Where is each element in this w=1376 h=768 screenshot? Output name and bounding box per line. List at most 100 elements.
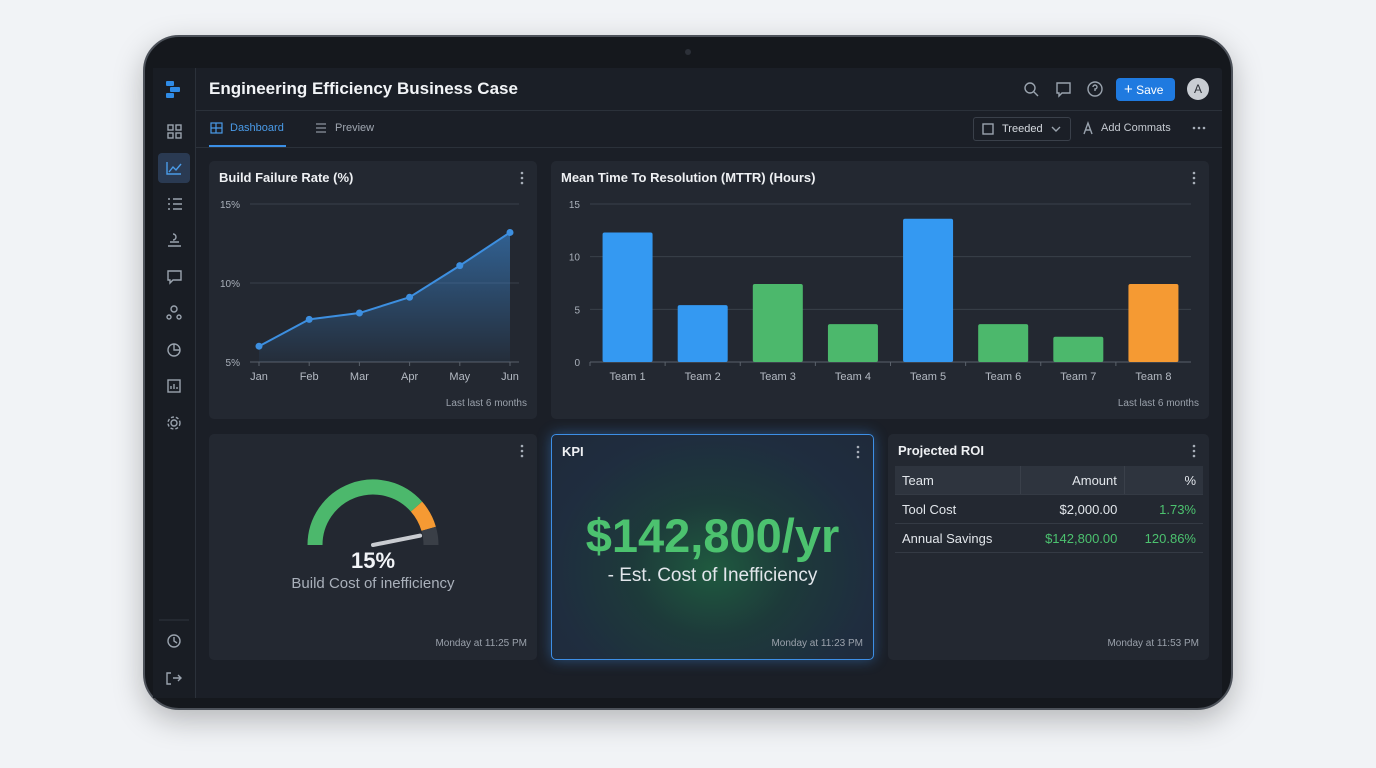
comment-icon[interactable]	[1056, 82, 1071, 98]
y-tick-label: 15	[569, 200, 581, 211]
dashboard-icon	[210, 122, 223, 134]
menu-dot	[520, 176, 524, 180]
menu-dot	[1192, 444, 1196, 448]
gauge	[307, 479, 439, 547]
table-cell: $2,000.00	[1020, 494, 1125, 524]
filter-dropdown[interactable]: Treeded	[973, 117, 1071, 141]
bar	[903, 218, 954, 362]
table-cell: 1.73%	[1124, 494, 1203, 524]
card-menu[interactable]	[519, 444, 525, 458]
nav-icon[interactable]	[168, 233, 181, 247]
gauge-value: 15%	[350, 548, 396, 573]
y-tick-label: 5%	[226, 358, 241, 369]
menu-dot	[520, 449, 524, 453]
menu-dot	[1192, 171, 1196, 175]
nav-icon[interactable]	[166, 305, 182, 320]
x-tick-label: Team 4	[835, 371, 871, 383]
x-tick-label: Team 1	[610, 371, 646, 383]
table-cell: Tool Cost	[895, 494, 1021, 524]
nav-icon[interactable]	[167, 379, 181, 393]
plus-icon: +	[1124, 81, 1133, 98]
timestamp: Monday at 11:23 PM	[771, 638, 863, 649]
header-cell: %	[1124, 466, 1203, 495]
kpi-value: $142,800/yr	[585, 509, 840, 562]
avatar[interactable]: A	[1187, 78, 1209, 100]
area	[259, 232, 510, 362]
bar	[827, 324, 878, 362]
menu-dot	[520, 444, 524, 448]
nav-icon[interactable]	[167, 124, 182, 139]
menu-dot	[856, 455, 860, 459]
x-tick-label: Feb	[300, 371, 319, 383]
tab[interactable]: Preview	[335, 122, 375, 134]
tab[interactable]: Dashboard	[230, 122, 284, 134]
more-menu[interactable]	[1190, 123, 1208, 133]
card-note: Last last 6 months	[1117, 398, 1199, 409]
card-title: Mean Time To Resolution (MTTR) (Hours)	[561, 170, 816, 185]
x-tick-label: May	[449, 371, 470, 383]
gauge-needle	[371, 533, 423, 547]
save-label: Save	[1136, 83, 1164, 97]
x-tick-label: Team 3	[760, 371, 796, 383]
header-cell: Team	[895, 466, 1022, 495]
add-icon	[1083, 120, 1093, 135]
x-tick-label: Jan	[250, 371, 268, 383]
nav-icon[interactable]	[167, 416, 181, 430]
y-tick-label: 15%	[220, 200, 240, 211]
table-cell: $142,800.00	[1020, 523, 1125, 553]
timestamp: Monday at 11:53 PM	[1107, 638, 1199, 649]
nav-icon[interactable]	[168, 198, 182, 210]
card-title: Build Failure Rate (%)	[219, 170, 354, 185]
gauge-band	[421, 526, 439, 546]
card-menu[interactable]	[855, 445, 861, 459]
nav-icon[interactable]	[166, 162, 182, 175]
bar	[1053, 336, 1104, 362]
page-title: Engineering Efficiency Business Case	[209, 79, 518, 98]
logo	[166, 81, 180, 98]
menu-dot	[520, 454, 524, 458]
help-icon[interactable]	[1087, 81, 1103, 97]
card-menu[interactable]	[519, 171, 525, 185]
x-tick-label: Team 2	[685, 371, 721, 383]
bar	[1128, 284, 1179, 362]
point	[456, 262, 464, 270]
timestamp: Monday at 11:25 PM	[435, 638, 527, 649]
menu-dot	[520, 181, 524, 185]
line-chart: 5% 10% 15% Jan Feb Mar Apr May Jun	[220, 200, 519, 383]
x-tick-label: Team 8	[1135, 371, 1171, 383]
menu-dot	[1192, 449, 1196, 453]
y-tick-label: 10%	[220, 279, 240, 290]
nav-icon[interactable]	[167, 634, 181, 648]
y-tick-label: 0	[574, 358, 580, 369]
x-tick-label: Mar	[350, 371, 369, 383]
bar	[602, 232, 653, 362]
menu-dot	[1192, 176, 1196, 180]
line	[258, 231, 511, 348]
sidebar-icons	[158, 81, 190, 685]
nav-icon[interactable]	[166, 672, 182, 685]
x-tick-label: Team 7	[1060, 371, 1096, 383]
table-cell: 120.86%	[1124, 523, 1203, 553]
add-button[interactable]: Add Commats	[1101, 122, 1171, 134]
nav-icon[interactable]	[167, 343, 181, 357]
card-menu[interactable]	[1191, 171, 1197, 185]
x-tick-label: Jun	[501, 371, 519, 383]
divider	[195, 147, 1222, 148]
card-menu[interactable]	[1191, 444, 1197, 458]
menu-dot	[520, 171, 524, 175]
card-title: Projected ROI	[898, 443, 984, 458]
x-tick-label: Team 5	[910, 371, 946, 383]
header-icons	[1024, 81, 1103, 98]
table-header: Team Amount%	[895, 466, 1203, 495]
roi-table: Team Amount% Tool Cost $2,000.00 1.73% Annual…	[895, 466, 1203, 553]
search-icon[interactable]	[1024, 82, 1039, 97]
table-card: Projected ROI Team Amount% Tool Cost $2,000…	[888, 434, 1209, 660]
nav-icon[interactable]	[167, 270, 182, 285]
save-button[interactable]: + Save	[1116, 78, 1175, 101]
point	[355, 309, 363, 317]
tab-icons	[209, 122, 326, 147]
kpi-caption: - Est. Cost of Inefficiency	[607, 565, 818, 586]
gauge-caption: Build Cost of inefficiency	[291, 575, 455, 592]
x-tick-label: Team 6	[985, 371, 1021, 383]
